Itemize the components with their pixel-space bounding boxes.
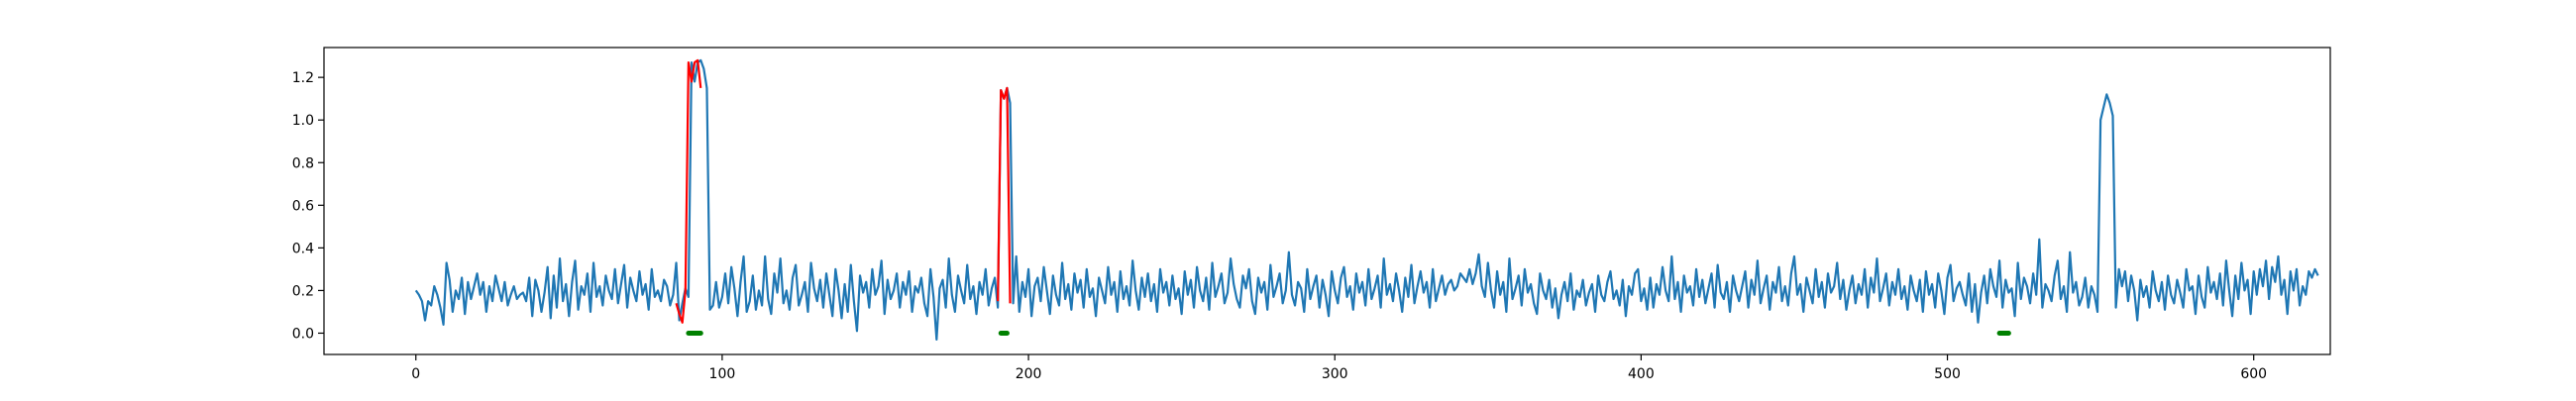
x-tick-label: 300 — [1322, 366, 1348, 382]
y-tick-label: 0.0 — [292, 326, 314, 342]
series-line-anomaly-2 — [997, 86, 1012, 304]
x-axis: 0 100 200 300 400 500 600 — [411, 354, 2267, 382]
x-tick-label: 0 — [411, 366, 420, 382]
x-tick-label: 100 — [709, 366, 736, 382]
series-layer — [414, 58, 2319, 342]
y-tick-label: 0.6 — [292, 198, 314, 214]
y-tick-label: 0.2 — [292, 283, 314, 299]
y-tick-label: 0.4 — [292, 241, 314, 256]
series-line-signal-0 — [414, 58, 2319, 342]
y-axis: 0.0 0.2 0.4 0.6 0.8 1.0 1.2 — [292, 70, 324, 342]
y-tick-label: 1.2 — [292, 70, 314, 86]
x-tick-label: 400 — [1628, 366, 1655, 382]
y-tick-label: 1.0 — [292, 113, 314, 129]
plot-frame — [323, 47, 2331, 355]
x-tick-label: 200 — [1016, 366, 1042, 382]
series-line-anomaly-1 — [675, 58, 702, 324]
y-tick-label: 0.8 — [292, 155, 314, 171]
x-tick-label: 500 — [1934, 366, 1961, 382]
x-tick-label: 600 — [2240, 366, 2267, 382]
